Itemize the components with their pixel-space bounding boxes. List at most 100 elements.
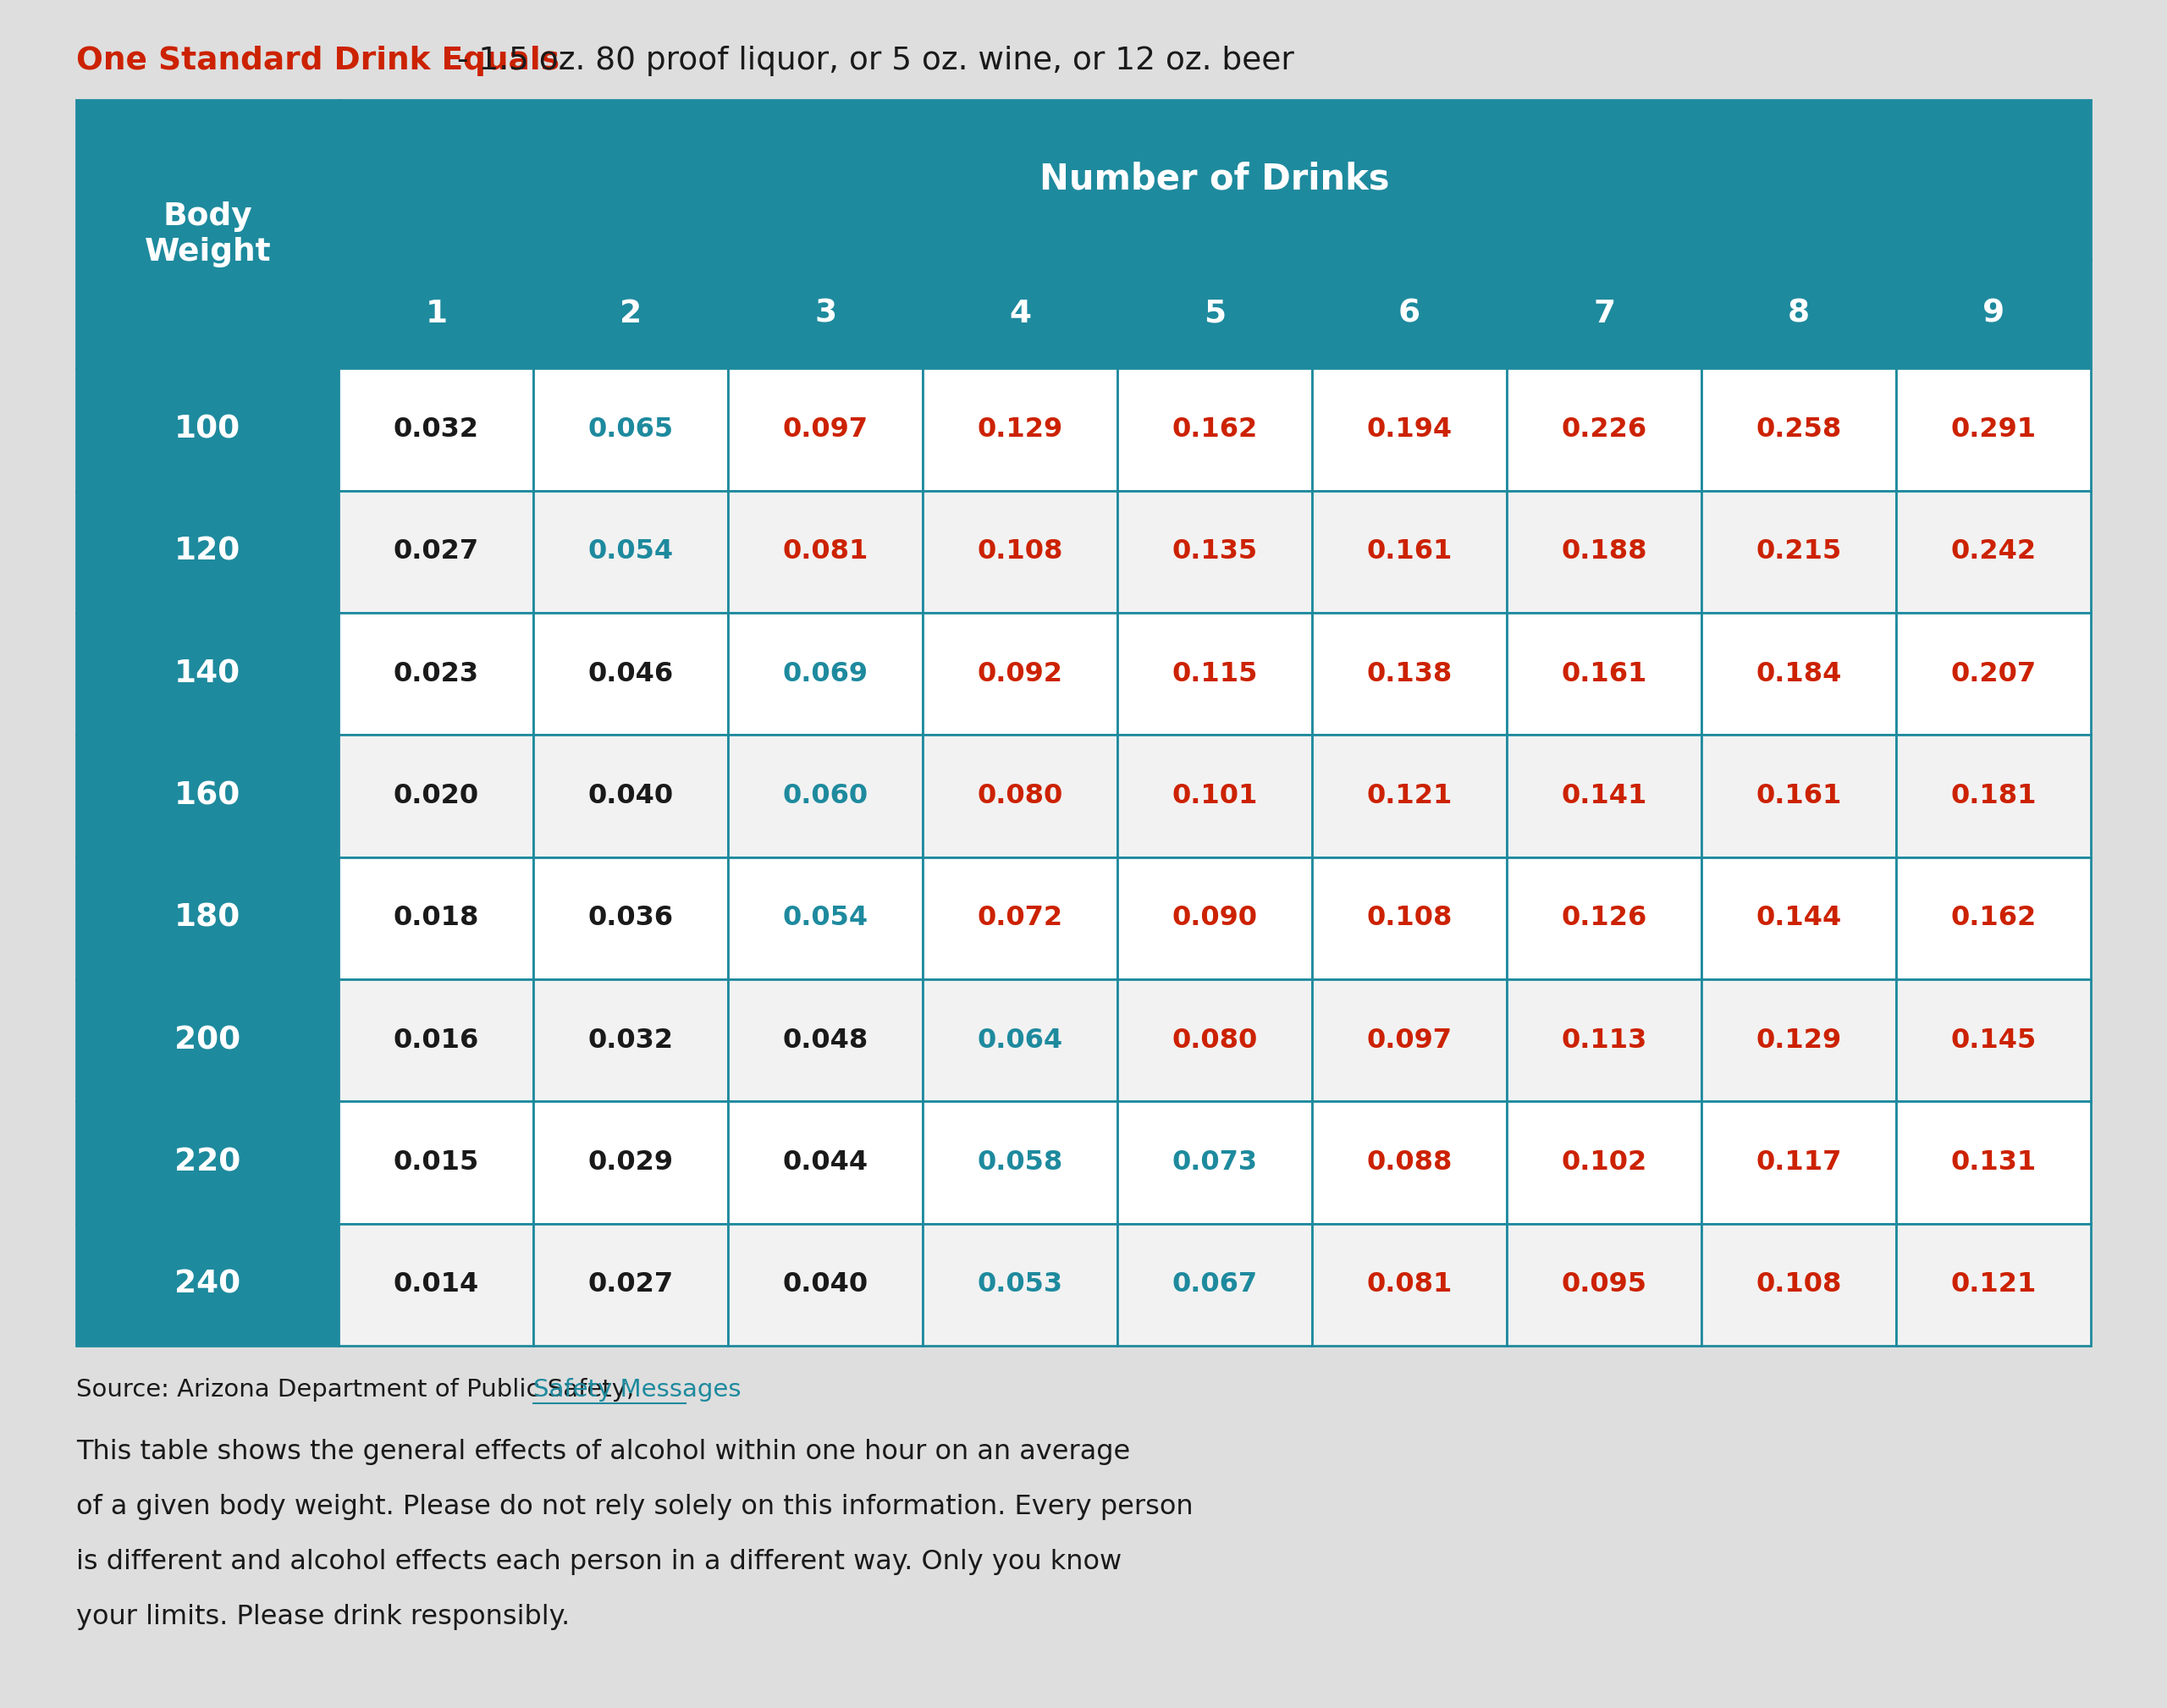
Text: 9: 9 bbox=[1983, 299, 2004, 330]
Bar bbox=[1701, 857, 1896, 979]
Bar bbox=[533, 1223, 728, 1346]
Text: 5: 5 bbox=[1205, 299, 1227, 330]
Bar bbox=[923, 258, 1118, 369]
Text: 0.242: 0.242 bbox=[1950, 538, 2037, 565]
Text: 0.090: 0.090 bbox=[1172, 905, 1257, 931]
Text: 0.016: 0.016 bbox=[394, 1027, 479, 1054]
Text: 0.117: 0.117 bbox=[1755, 1149, 1842, 1175]
Bar bbox=[923, 613, 1118, 734]
Text: 0.108: 0.108 bbox=[977, 538, 1064, 565]
Bar bbox=[1701, 734, 1896, 857]
Text: 180: 180 bbox=[176, 904, 241, 934]
Text: 0.065: 0.065 bbox=[587, 417, 674, 442]
Text: 0.014: 0.014 bbox=[394, 1271, 479, 1298]
Text: 0.040: 0.040 bbox=[782, 1271, 869, 1298]
Bar bbox=[1701, 979, 1896, 1102]
Text: 220: 220 bbox=[176, 1148, 241, 1179]
Bar bbox=[1118, 258, 1313, 369]
Bar bbox=[1313, 979, 1506, 1102]
Bar bbox=[338, 490, 533, 613]
Text: 0.053: 0.053 bbox=[977, 1271, 1064, 1298]
Bar bbox=[1118, 1102, 1313, 1223]
Text: 0.113: 0.113 bbox=[1562, 1027, 1647, 1054]
Text: Source: Arizona Department of Public Safety,: Source: Arizona Department of Public Saf… bbox=[76, 1378, 641, 1402]
Text: 0.108: 0.108 bbox=[1367, 905, 1452, 931]
Text: your limits. Please drink responsibly.: your limits. Please drink responsibly. bbox=[76, 1604, 570, 1629]
Bar bbox=[728, 490, 923, 613]
Bar bbox=[1506, 613, 1701, 734]
Text: 0.181: 0.181 bbox=[1950, 782, 2037, 810]
Bar bbox=[1313, 1223, 1506, 1346]
Bar bbox=[76, 369, 338, 490]
Text: 0.054: 0.054 bbox=[782, 905, 869, 931]
Text: 3: 3 bbox=[815, 299, 836, 330]
Bar bbox=[338, 857, 533, 979]
Bar bbox=[1506, 1102, 1701, 1223]
Text: 0.015: 0.015 bbox=[394, 1149, 479, 1175]
Text: 0.101: 0.101 bbox=[1172, 782, 1257, 810]
Bar bbox=[533, 490, 728, 613]
Bar bbox=[1701, 490, 1896, 613]
Bar bbox=[1896, 490, 2091, 613]
Text: 0.092: 0.092 bbox=[977, 661, 1064, 687]
Text: 0.291: 0.291 bbox=[1950, 417, 2037, 442]
Bar bbox=[1896, 258, 2091, 369]
Text: 0.121: 0.121 bbox=[1367, 782, 1452, 810]
Text: 0.161: 0.161 bbox=[1367, 538, 1452, 565]
Text: 0.129: 0.129 bbox=[1755, 1027, 1842, 1054]
Bar bbox=[76, 99, 338, 369]
Text: 0.073: 0.073 bbox=[1172, 1149, 1257, 1175]
Bar bbox=[76, 1102, 338, 1223]
Bar bbox=[728, 258, 923, 369]
Bar bbox=[1896, 979, 2091, 1102]
Text: 0.138: 0.138 bbox=[1367, 661, 1452, 687]
Bar bbox=[533, 1102, 728, 1223]
Text: This table shows the general effects of alcohol within one hour on an average: This table shows the general effects of … bbox=[76, 1438, 1131, 1465]
Text: Number of Drinks: Number of Drinks bbox=[1040, 162, 1389, 196]
Bar bbox=[533, 369, 728, 490]
Bar bbox=[1896, 857, 2091, 979]
Bar bbox=[76, 613, 338, 734]
Bar bbox=[728, 979, 923, 1102]
Text: 240: 240 bbox=[176, 1269, 241, 1300]
Bar bbox=[1313, 258, 1506, 369]
Bar bbox=[1506, 490, 1701, 613]
Text: 0.184: 0.184 bbox=[1755, 661, 1842, 687]
Text: 100: 100 bbox=[176, 415, 241, 444]
Bar bbox=[76, 1223, 338, 1346]
Bar bbox=[76, 857, 338, 979]
Text: 0.027: 0.027 bbox=[587, 1271, 674, 1298]
Bar bbox=[338, 258, 533, 369]
Bar bbox=[338, 613, 533, 734]
Bar bbox=[533, 258, 728, 369]
Text: 120: 120 bbox=[176, 536, 241, 567]
Text: 0.141: 0.141 bbox=[1560, 782, 1647, 810]
Text: 0.081: 0.081 bbox=[1367, 1271, 1452, 1298]
Text: 0.032: 0.032 bbox=[587, 1027, 674, 1054]
Bar bbox=[1313, 369, 1506, 490]
Text: 0.188: 0.188 bbox=[1560, 538, 1647, 565]
Bar bbox=[728, 734, 923, 857]
Text: 0.102: 0.102 bbox=[1562, 1149, 1647, 1175]
Bar bbox=[1701, 613, 1896, 734]
Bar bbox=[1896, 613, 2091, 734]
Bar bbox=[1896, 1223, 2091, 1346]
Text: 0.069: 0.069 bbox=[782, 661, 869, 687]
Bar bbox=[533, 979, 728, 1102]
Text: 0.040: 0.040 bbox=[587, 782, 674, 810]
Bar bbox=[338, 1102, 533, 1223]
Bar bbox=[338, 734, 533, 857]
Bar bbox=[1506, 1223, 1701, 1346]
Bar bbox=[1118, 490, 1313, 613]
Bar bbox=[1118, 979, 1313, 1102]
Text: 0.115: 0.115 bbox=[1172, 661, 1257, 687]
Text: 0.067: 0.067 bbox=[1172, 1271, 1257, 1298]
Text: 0.048: 0.048 bbox=[782, 1027, 869, 1054]
Text: 0.080: 0.080 bbox=[977, 782, 1064, 810]
Bar bbox=[1313, 734, 1506, 857]
Text: 0.018: 0.018 bbox=[394, 905, 479, 931]
Bar bbox=[1701, 369, 1896, 490]
Text: 0.162: 0.162 bbox=[1172, 417, 1257, 442]
Text: Body
Weight: Body Weight bbox=[145, 202, 271, 266]
Text: 0.080: 0.080 bbox=[1172, 1027, 1257, 1054]
